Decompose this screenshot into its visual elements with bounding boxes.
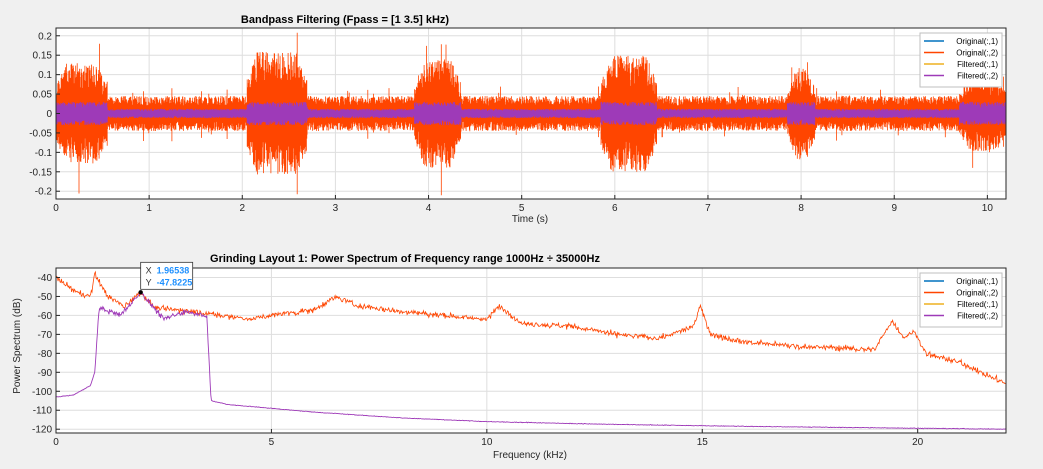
y-tick-label: 0 <box>46 109 52 120</box>
legend-box <box>919 272 1003 328</box>
y-tick-label: -40 <box>38 273 53 284</box>
x-tick-label: 8 <box>798 203 804 214</box>
x-tick-label: 5 <box>269 437 275 448</box>
time-signal-axes[interactable]: Bandpass Filtering (Fpass = [1 3.5] kHz)… <box>29 14 1007 225</box>
y-tick-label: -120 <box>32 425 52 436</box>
legend-entry: Original(:,1) <box>956 37 998 46</box>
y-tick-label: 0.1 <box>38 70 52 81</box>
x-tick-label: 10 <box>982 203 994 214</box>
y-tick-label: -90 <box>38 368 53 379</box>
power-spectrum-title: Grinding Layout 1: Power Spectrum of Fre… <box>210 253 600 265</box>
time-signal-xlabel: Time (s) <box>512 214 548 225</box>
x-tick-label: 1 <box>146 203 152 214</box>
datatip-marker <box>138 290 143 295</box>
y-tick-label: 0.05 <box>33 90 53 101</box>
time-signal-x-ticks: 0 1 2 3 4 5 6 7 8 9 10 <box>53 195 993 214</box>
time-signal-legend[interactable]: Original(:,1) Original(:,2) Filtered(:,1) F… <box>919 32 1003 88</box>
power-spectrum-traces <box>55 270 1007 430</box>
datatip-box <box>140 261 194 290</box>
y-tick-label: -0.2 <box>35 187 53 198</box>
legend-entry: Filtered(:,1) <box>957 300 998 309</box>
legend-entry: Original(:,2) <box>956 289 998 298</box>
x-tick-label: 4 <box>426 203 432 214</box>
power-spectrum-ylabel: Power Spectrum (dB) <box>12 298 23 394</box>
legend-entry: Original(:,1) <box>956 277 998 286</box>
x-tick-label: 10 <box>481 437 493 448</box>
legend-entry: Filtered(:,1) <box>957 60 998 69</box>
y-tick-label: -50 <box>38 292 53 303</box>
y-tick-label: -70 <box>38 330 53 341</box>
x-tick-label: 7 <box>705 203 711 214</box>
y-tick-label: -60 <box>38 311 53 322</box>
time-signal-y-ticks: -0.2 -0.15 -0.1 -0.05 0 0.05 0.1 0.15 0.2 <box>29 31 60 198</box>
x-tick-label: 15 <box>697 437 709 448</box>
datatip-x-value: 1.96538 <box>157 265 190 275</box>
power-spectrum-y-ticks: -120 -110 -100 -90 -80 -70 -60 -50 -40 <box>32 273 60 436</box>
power-spectrum-grid <box>55 268 1006 433</box>
datatip-y-value: -47.8225 <box>157 277 193 287</box>
datatip-y-label: Y <box>146 277 152 287</box>
x-tick-label: 2 <box>239 203 245 214</box>
legend-entry: Filtered(:,2) <box>957 72 998 81</box>
y-tick-label: -0.05 <box>29 128 52 139</box>
power-spectrum-x-ticks: 0 5 10 15 20 <box>53 429 924 448</box>
y-tick-label: 0.15 <box>33 51 53 62</box>
power-spectrum-plot-area <box>56 268 1006 433</box>
x-tick-label: 0 <box>53 203 59 214</box>
y-tick-label: 0.2 <box>38 31 52 42</box>
y-tick-label: -0.15 <box>29 167 52 178</box>
x-tick-label: 3 <box>333 203 339 214</box>
power-spectrum-axes-frame <box>55 267 1007 434</box>
power-spectrum-axes[interactable]: Grinding Layout 1: Power Spectrum of Fre… <box>12 253 1007 461</box>
datatip[interactable]: X 1.96538 Y -47.8225 <box>138 261 194 295</box>
x-tick-label: 0 <box>53 437 59 448</box>
power-spectrum-legend[interactable]: Original(:,1) Original(:,2) Filtered(:,1) F… <box>919 272 1003 328</box>
y-tick-label: -110 <box>33 406 53 417</box>
x-tick-label: 5 <box>519 203 525 214</box>
legend-box <box>919 32 1003 88</box>
power-spectrum-xlabel: Frequency (kHz) <box>493 450 567 461</box>
datatip-x-label: X <box>146 265 152 275</box>
x-tick-label: 20 <box>912 437 924 448</box>
series-line-original-2 <box>55 270 1007 385</box>
legend-entry: Filtered(:,2) <box>957 312 998 321</box>
y-tick-label: -80 <box>38 349 53 360</box>
time-signal-title: Bandpass Filtering (Fpass = [1 3.5] kHz) <box>241 14 449 26</box>
y-tick-label: -100 <box>32 387 52 398</box>
y-tick-label: -0.1 <box>35 148 53 159</box>
legend-entry: Original(:,2) <box>956 49 998 58</box>
x-tick-label: 9 <box>891 203 897 214</box>
series-line-filtered-2 <box>55 291 1006 430</box>
x-tick-label: 6 <box>612 203 618 214</box>
